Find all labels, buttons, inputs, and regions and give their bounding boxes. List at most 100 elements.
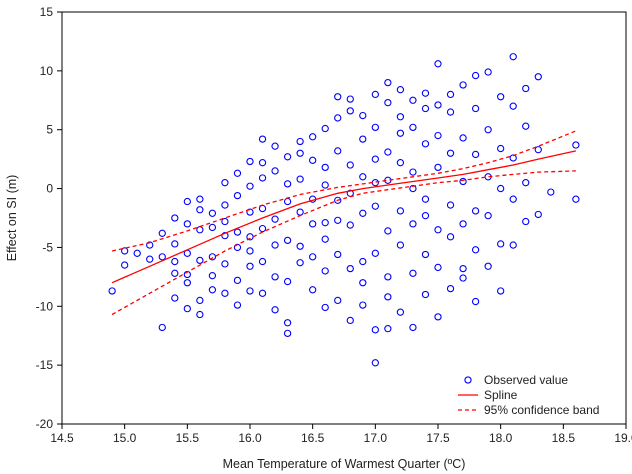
data-point (108, 287, 116, 295)
data-point (283, 197, 292, 206)
data-point (296, 242, 304, 250)
data-point (459, 81, 467, 89)
data-point (296, 175, 304, 183)
data-point (371, 202, 379, 210)
data-point (409, 168, 417, 176)
data-point (359, 257, 367, 266)
data-point (459, 274, 467, 282)
y-tick-label: -10 (36, 299, 54, 313)
data-point (171, 269, 179, 277)
data-point (133, 249, 141, 257)
data-point (434, 313, 442, 321)
data-point (471, 246, 480, 254)
data-point (334, 114, 342, 122)
data-point (183, 197, 191, 206)
data-point (321, 181, 329, 189)
data-point (196, 206, 204, 214)
data-point (196, 195, 204, 203)
data-point (434, 60, 442, 68)
data-point (183, 220, 191, 228)
data-point (421, 140, 430, 148)
data-point (459, 220, 467, 228)
data-point (321, 267, 329, 275)
data-point (471, 104, 480, 113)
data-point (446, 149, 455, 157)
data-point (246, 247, 254, 255)
data-point (409, 96, 417, 104)
data-point (296, 149, 304, 157)
data-point (409, 323, 417, 332)
data-point (196, 256, 204, 265)
data-point (346, 264, 354, 273)
data-point (283, 329, 292, 338)
data-point (371, 155, 379, 163)
data-point (171, 240, 179, 248)
data-point (446, 284, 455, 293)
data-point (484, 126, 492, 134)
data-point (522, 84, 530, 93)
y-tick-label: -5 (42, 240, 53, 254)
data-point (334, 196, 342, 204)
y-axis-title: Effect on SI (m) (5, 175, 19, 262)
y-tick-label: -15 (36, 358, 54, 372)
data-point (384, 227, 392, 235)
data-point (334, 250, 342, 259)
data-point (484, 68, 492, 76)
data-point (446, 90, 455, 99)
data-point (384, 325, 392, 333)
data-point (446, 108, 455, 116)
data-point (309, 286, 317, 294)
data-point (359, 111, 367, 120)
data-point (522, 122, 530, 130)
data-point (459, 177, 467, 186)
data-point (271, 215, 279, 223)
data-point (446, 201, 455, 209)
x-tick-label: 15.5 (176, 431, 200, 445)
data-point (396, 159, 405, 167)
data-point (246, 208, 254, 216)
data-point (522, 217, 530, 226)
data-point (509, 102, 517, 110)
data-point (384, 293, 392, 301)
data-point (221, 179, 229, 187)
data-point (421, 211, 430, 220)
data-point (233, 191, 242, 200)
x-tick-label: 18.0 (489, 431, 513, 445)
data-point (233, 169, 242, 177)
data-point (334, 147, 342, 155)
data-point (409, 184, 417, 193)
data-point (446, 233, 455, 241)
data-point (196, 296, 204, 305)
data-point (158, 253, 166, 261)
data-point (233, 228, 242, 236)
data-point (421, 290, 430, 299)
data-point (146, 255, 154, 263)
data-point (497, 184, 505, 193)
confidence-band-line (111, 170, 576, 316)
data-point (421, 195, 430, 203)
legend-label: 95% confidence band (484, 403, 599, 417)
data-point (334, 216, 342, 225)
data-point (258, 135, 267, 143)
x-tick-label: 19.0 (614, 431, 632, 445)
data-point (534, 146, 542, 154)
x-tick-label: 16.5 (301, 431, 325, 445)
data-point (346, 95, 354, 103)
data-point (221, 289, 229, 297)
data-point (334, 93, 342, 101)
data-point (183, 279, 191, 287)
data-point (396, 113, 405, 121)
data-point (221, 201, 229, 209)
data-point (233, 301, 242, 309)
data-point (497, 287, 505, 295)
data-point (346, 161, 354, 169)
data-point (534, 210, 542, 219)
data-point (334, 296, 342, 305)
plot-marks (108, 53, 580, 367)
data-point (158, 229, 166, 237)
data-point (346, 107, 354, 115)
data-point (371, 90, 379, 99)
